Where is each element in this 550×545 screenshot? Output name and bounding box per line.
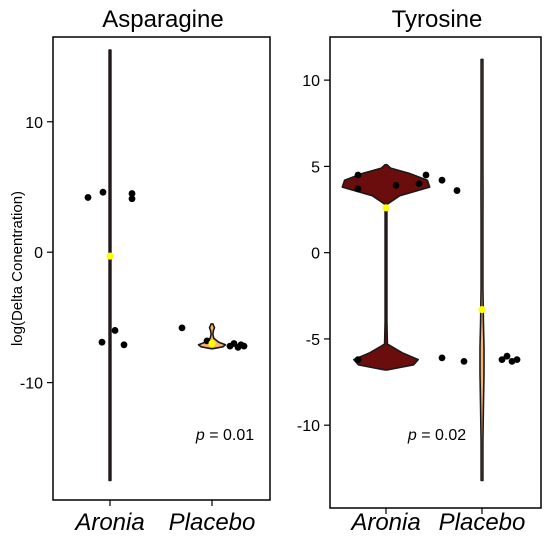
violin-placebo	[479, 58, 485, 482]
p-value: = 0.01	[209, 427, 254, 444]
data-point	[240, 342, 248, 350]
chart-title: Tyrosine	[392, 6, 483, 33]
plot-frame	[52, 36, 271, 501]
p-label: p	[407, 427, 421, 444]
data-point	[392, 181, 400, 189]
data-point	[178, 324, 186, 332]
data-point	[120, 341, 128, 349]
median-point	[478, 305, 486, 314]
median-point	[382, 204, 390, 212]
data-point	[460, 357, 468, 365]
p-value-annotation: p = 0.02	[407, 427, 466, 444]
data-point	[98, 338, 106, 346]
data-point	[128, 195, 136, 203]
data-point	[453, 187, 461, 194]
panel-asparagine: Asparagine 10 0 -10 log(Delta Conentration) A…	[9, 6, 271, 536]
median-point	[106, 252, 114, 260]
data-point	[84, 194, 92, 201]
violin-aronia	[108, 49, 112, 482]
panel-tyrosine: Tyrosine 10 5 0 -5 -10 Aronia Placebo p = 0.02	[297, 6, 542, 536]
data-point	[503, 352, 511, 360]
y-tick-label: 10	[25, 115, 43, 132]
violin-aronia	[341, 163, 431, 371]
chart-title: Asparagine	[102, 6, 223, 33]
data-point	[99, 188, 107, 196]
data-point	[128, 190, 136, 197]
data-point	[422, 171, 430, 179]
data-point	[354, 185, 362, 193]
median-point	[208, 339, 216, 348]
data-point	[513, 356, 521, 364]
y-tick-label: 5	[311, 159, 320, 176]
data-point	[415, 180, 423, 188]
data-point	[111, 327, 119, 334]
data-point	[354, 171, 362, 179]
x-tick-label-placebo: Placebo	[169, 509, 256, 536]
p-label: p	[195, 427, 209, 444]
y-tick-label: -10	[297, 418, 320, 435]
data-point	[438, 176, 446, 184]
y-tick-label: -5	[306, 332, 320, 349]
y-tick-label: 10	[302, 73, 320, 90]
y-tick-label: 0	[34, 245, 43, 262]
y-tick-label: 0	[311, 246, 320, 263]
plot-frame	[329, 36, 542, 509]
p-value: = 0.02	[421, 427, 466, 444]
data-point	[438, 354, 446, 362]
x-tick-label-placebo: Placebo	[439, 509, 526, 536]
data-point	[498, 356, 506, 364]
y-axis-label: log(Delta Conentration)	[9, 191, 26, 346]
p-value-annotation: p = 0.01	[195, 427, 254, 444]
data-point	[354, 356, 362, 364]
y-tick-label: -10	[20, 376, 43, 393]
x-tick-label-aronia: Aronia	[73, 509, 144, 536]
x-tick-label-aronia: Aronia	[349, 509, 420, 536]
